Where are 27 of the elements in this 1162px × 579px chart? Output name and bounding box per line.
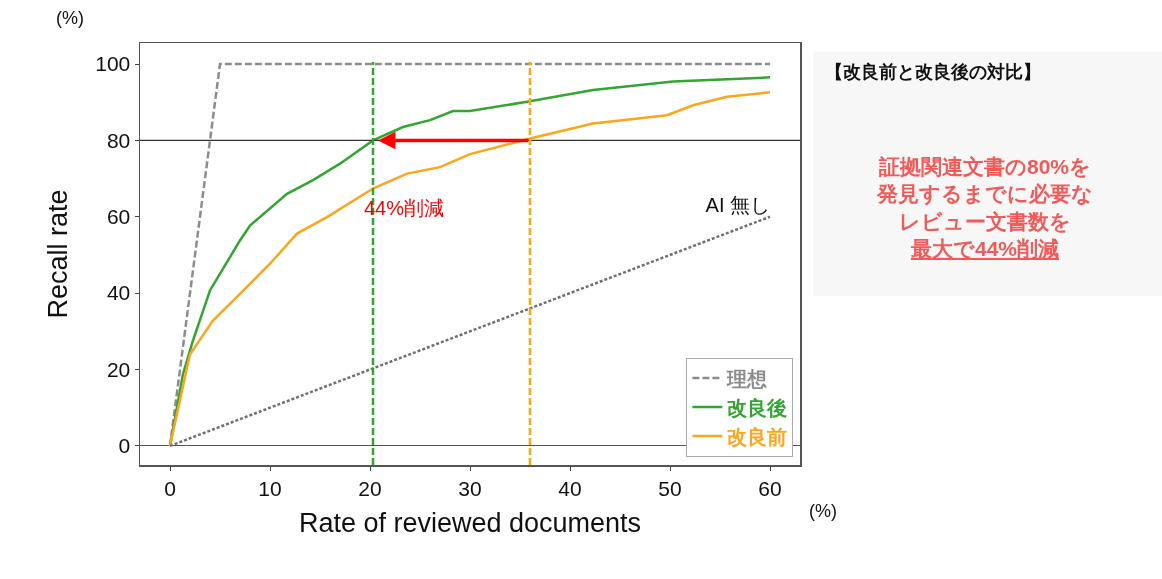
annotation: 44%削減 xyxy=(364,197,445,219)
x-tick-label: 40 xyxy=(558,476,582,500)
text: (%) xyxy=(809,501,837,521)
y-tick-label: 40 xyxy=(106,281,131,305)
x-tick-label: 0 xyxy=(164,476,176,500)
x-tick-label: 10 xyxy=(258,476,282,500)
y-tick-label: 100 xyxy=(95,52,131,76)
legend-label: 理想 xyxy=(726,367,768,390)
y-tick-label: 0 xyxy=(118,434,131,458)
y-tick-label: 60 xyxy=(106,205,131,229)
text: 発見するまでに必要な xyxy=(876,182,1093,207)
series-label: AI 無し xyxy=(705,193,770,216)
y-axis-title: Recall rate xyxy=(42,189,73,319)
y-tick-label: 80 xyxy=(106,128,131,152)
x-axis-title: Rate of reviewed documents xyxy=(298,507,642,538)
legend-label: 改良前 xyxy=(727,425,788,448)
text: 最大で44%削減 xyxy=(909,236,1060,260)
x-tick-label: 20 xyxy=(358,476,382,500)
text: レビュー文書数を xyxy=(899,209,1071,233)
x-tick-label: 50 xyxy=(658,476,682,500)
text: 証拠関連文書の80%を xyxy=(877,155,1092,178)
text: (%) xyxy=(56,8,84,28)
y-tick-label: 20 xyxy=(106,357,131,381)
legend-label: 改良後 xyxy=(727,396,788,419)
x-tick-label: 30 xyxy=(458,476,482,500)
x-tick-label: 60 xyxy=(758,476,782,500)
text: 【改良前と改良後の対比】 xyxy=(825,62,1041,82)
